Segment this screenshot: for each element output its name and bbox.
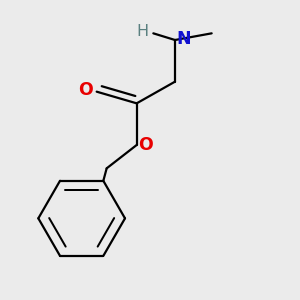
Text: N: N (177, 30, 191, 48)
Text: O: O (138, 136, 153, 154)
Text: O: O (79, 81, 93, 99)
Text: H: H (136, 24, 148, 39)
